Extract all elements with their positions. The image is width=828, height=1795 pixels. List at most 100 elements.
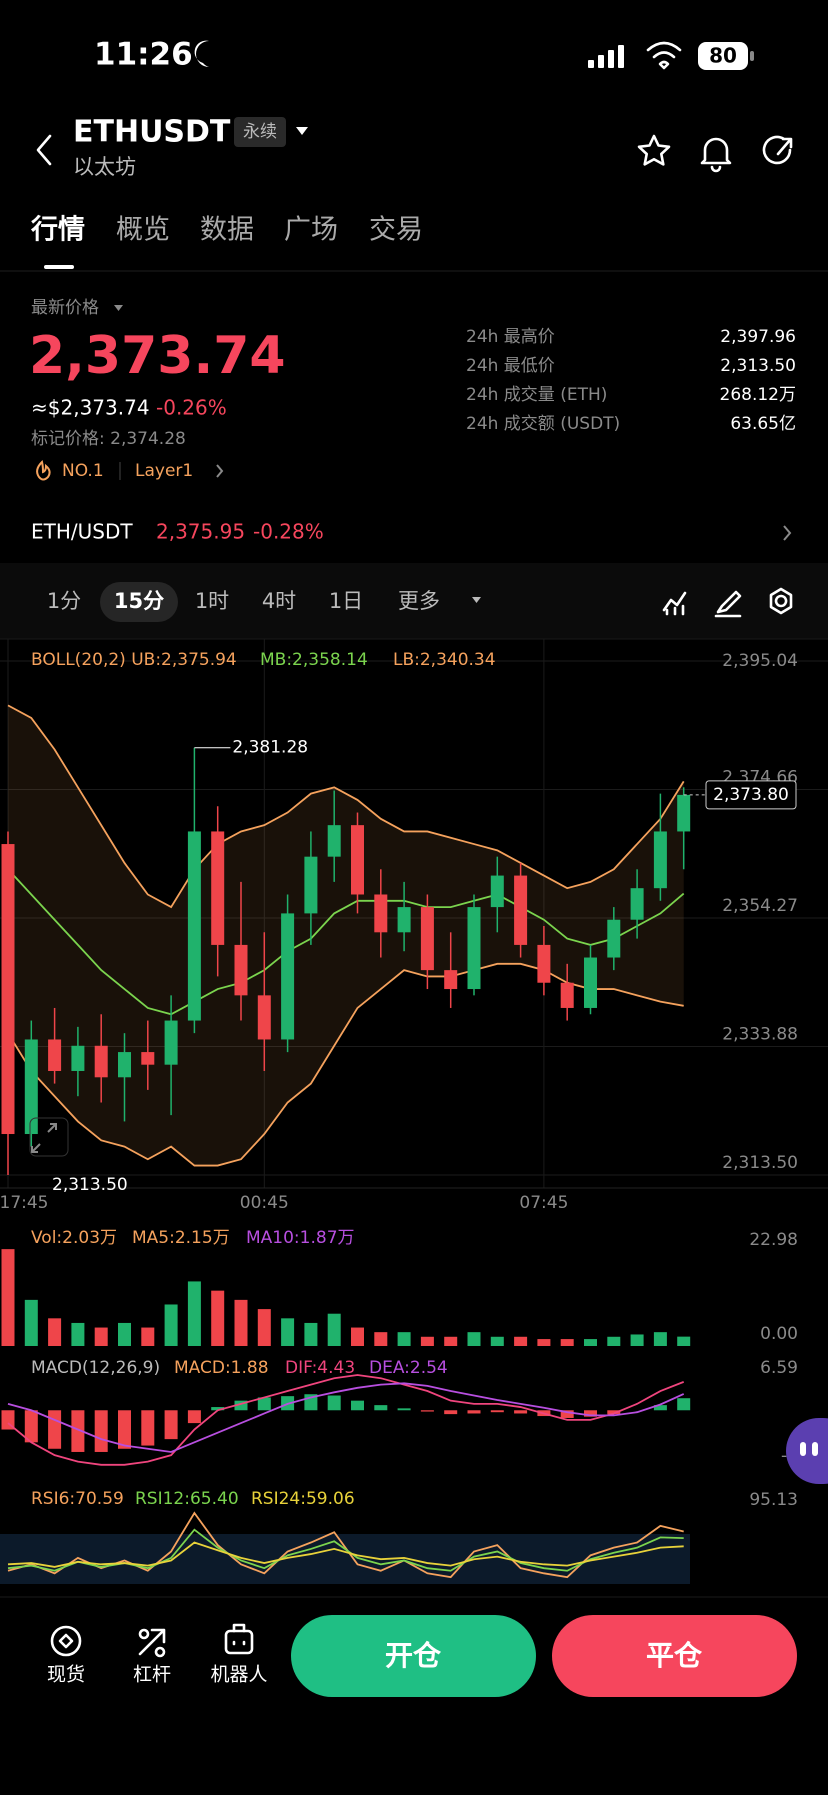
spot-icon[interactable] — [50, 1625, 82, 1657]
macd-bar — [118, 1410, 131, 1449]
interval[interactable]: 15分 — [114, 589, 164, 613]
bot-icon[interactable] — [224, 1629, 254, 1655]
volume-bar — [677, 1336, 691, 1346]
candle-body — [514, 875, 528, 945]
x-tick-label: 00:45 — [240, 1193, 289, 1213]
nav-label[interactable]: 机器人 — [210, 1664, 267, 1686]
open-label: 开仓 — [385, 1639, 442, 1672]
macd-bar — [397, 1408, 411, 1411]
candle-body — [397, 907, 411, 933]
volume-bar — [211, 1290, 225, 1346]
volume-bar — [420, 1336, 434, 1346]
macd-bar — [351, 1400, 364, 1411]
badge: 永续 — [243, 122, 277, 142]
close-label: 平仓 — [646, 1639, 703, 1672]
volume-bar — [71, 1322, 85, 1346]
tab[interactable]: 概览 — [116, 215, 170, 246]
price-label: 最新价格 — [31, 298, 99, 318]
candle-body — [607, 919, 621, 958]
legend-item: MB:2,358.14 — [260, 650, 368, 670]
interval[interactable]: 1时 — [195, 589, 229, 613]
stat-value: 2,313.50 — [720, 356, 796, 376]
macd-bar — [48, 1410, 62, 1449]
close-button[interactable] — [552, 1615, 797, 1697]
volume-bar — [490, 1336, 504, 1346]
stat-value: 268.12万 — [720, 385, 796, 405]
interval[interactable]: 1分 — [47, 589, 81, 613]
macd-bar — [164, 1410, 178, 1440]
candle-body — [584, 957, 597, 1008]
leverage-icon[interactable] — [138, 1628, 166, 1658]
legend-item: Vol:2.03万 — [31, 1228, 117, 1248]
interval[interactable]: 更多 — [398, 589, 440, 613]
macd-bar — [71, 1410, 85, 1452]
macd-bar — [607, 1410, 621, 1415]
stat-value: 2,397.96 — [720, 327, 796, 347]
tab[interactable]: 数据 — [200, 215, 254, 246]
legend-item: MA5:2.15万 — [132, 1228, 230, 1248]
volume-bar — [187, 1281, 201, 1346]
back-button[interactable] — [36, 134, 52, 166]
macd-bar — [141, 1410, 155, 1446]
expand-button[interactable] — [29, 1117, 69, 1157]
volume-bar — [537, 1339, 551, 1346]
volume-bar — [607, 1336, 621, 1346]
volume-bar — [584, 1339, 597, 1346]
symbol[interactable]: ETHUSDT — [73, 115, 231, 150]
stat-label: 24h 最低价 — [466, 356, 555, 376]
expand-icon[interactable] — [31, 1123, 57, 1153]
floating-assistant-eye — [812, 1442, 818, 1456]
tab[interactable]: 行情 — [30, 214, 85, 246]
symbol-dropdown[interactable] — [296, 127, 308, 135]
spot-chevron[interactable] — [783, 525, 792, 541]
candle-body — [141, 1052, 155, 1065]
macd-bar — [560, 1410, 574, 1418]
tab-indicator — [44, 265, 74, 269]
interval[interactable]: 4时 — [262, 589, 296, 613]
candle-body — [374, 894, 388, 933]
macd-bar — [420, 1410, 434, 1412]
volume-bar — [164, 1304, 178, 1346]
y-tick-label: 6.59 — [760, 1358, 798, 1378]
candle-body — [304, 856, 318, 914]
floating-assistant[interactable] — [786, 1418, 828, 1484]
macd-bar — [374, 1405, 388, 1411]
clock: 11:26 — [94, 37, 193, 73]
macd-bar — [467, 1410, 481, 1414]
volume-bar — [1, 1249, 15, 1346]
open-button[interactable] — [291, 1615, 536, 1697]
volume-bar — [327, 1313, 341, 1346]
interval[interactable]: 1日 — [329, 589, 363, 613]
sector[interactable]: Layer1 — [135, 461, 193, 481]
draw-icon[interactable] — [714, 590, 742, 618]
footer-nav: 现货 杠杆 机器人 — [47, 1664, 268, 1686]
tab[interactable]: 广场 — [284, 215, 338, 246]
candle-body — [164, 1020, 178, 1065]
candle-body — [327, 825, 341, 857]
y-tick-label: 22.98 — [749, 1230, 798, 1250]
share-icon[interactable] — [762, 135, 793, 165]
last-price-tag — [705, 780, 797, 810]
volume-bar — [374, 1332, 388, 1346]
alert-icon[interactable] — [700, 137, 732, 173]
low-annotation: 2,313.50 — [52, 1175, 128, 1195]
nav-label[interactable]: 杠杆 — [133, 1664, 171, 1686]
favorite-icon[interactable] — [637, 134, 671, 166]
indicator-icon[interactable] — [662, 591, 687, 616]
candle-body — [420, 907, 434, 971]
settings-icon[interactable] — [769, 587, 793, 615]
spot-pair[interactable]: ETH/USDT — [31, 520, 133, 544]
stats: 24h 最高价 2,397.96 24h 最低价 2,313.50 24h 成交量 (E… — [466, 327, 796, 434]
rank: NO.1 — [62, 461, 104, 481]
macd-bar — [94, 1410, 108, 1452]
sector-chevron[interactable] — [216, 464, 224, 478]
nav-label[interactable]: 现货 — [47, 1664, 85, 1686]
price-label-dropdown[interactable] — [114, 305, 123, 311]
more-dropdown[interactable] — [472, 597, 481, 603]
tab[interactable]: 交易 — [369, 215, 423, 246]
macd-bar — [211, 1407, 225, 1411]
rank-icon — [36, 460, 51, 481]
